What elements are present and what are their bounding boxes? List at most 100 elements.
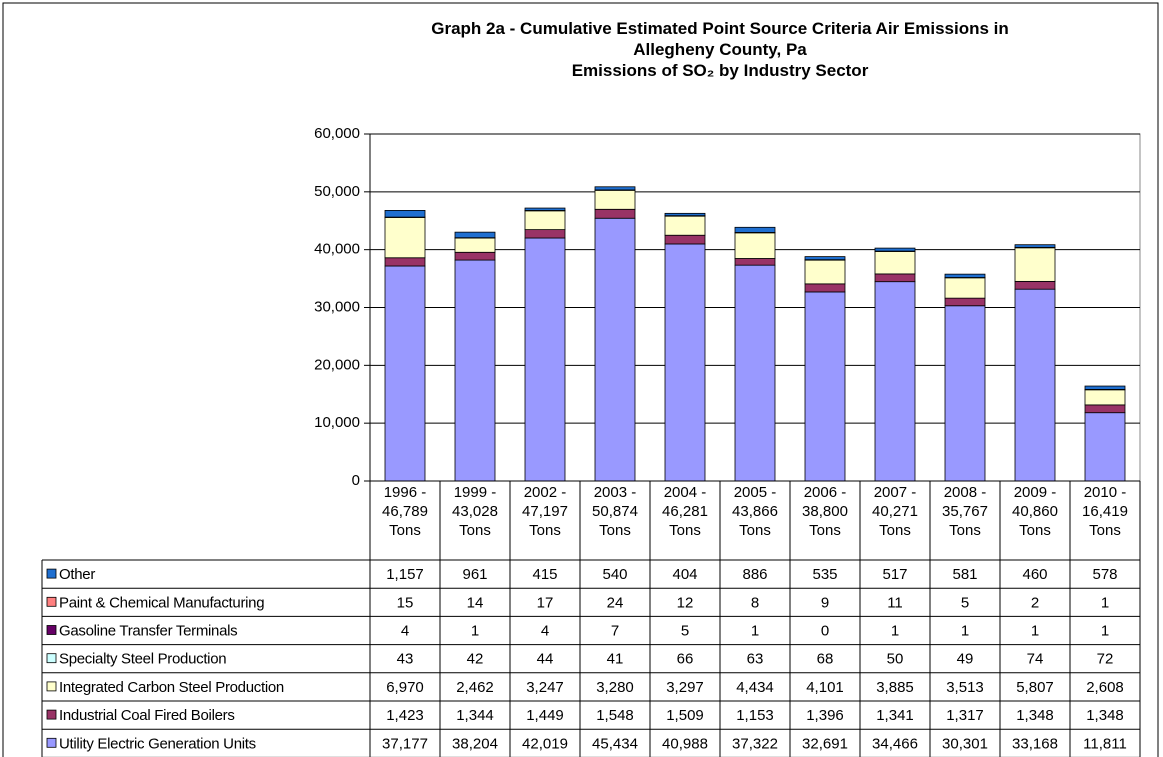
table-value: 517 — [882, 566, 907, 583]
legend-swatch — [46, 568, 57, 579]
table-value: 5,807 — [1016, 679, 1054, 696]
legend-label: Integrated Carbon Steel Production — [59, 679, 284, 696]
table-value: 4 — [401, 622, 409, 639]
table-value: 5 — [961, 594, 969, 611]
bar-segment — [1014, 244, 1056, 248]
legend-label: Gasoline Transfer Terminals — [59, 622, 237, 639]
bar-segment — [454, 237, 496, 253]
bar-segment — [664, 243, 706, 482]
table-value: 37,322 — [732, 735, 778, 752]
table-value: 37,177 — [382, 735, 428, 752]
bar-segment — [1014, 288, 1056, 482]
table-value: 1,344 — [456, 707, 494, 724]
table-value: 540 — [602, 566, 627, 583]
bar-segment — [384, 265, 426, 482]
table-value: 3,513 — [946, 679, 984, 696]
bar-segment — [944, 305, 986, 482]
table-value: 1,153 — [736, 707, 774, 724]
y-tick-label: 10,000 — [314, 414, 360, 431]
table-value: 1,449 — [526, 707, 564, 724]
table-value: 1 — [961, 622, 969, 639]
table-value: 1 — [1101, 622, 1109, 639]
table-value: 1 — [1031, 622, 1039, 639]
table-value: 1 — [1101, 594, 1109, 611]
table-value: 1,396 — [806, 707, 844, 724]
table-value: 41 — [607, 651, 624, 668]
table-value: 74 — [1027, 651, 1044, 668]
bar-segment — [524, 210, 566, 231]
legend-label: Paint & Chemical Manufacturing — [59, 594, 264, 611]
table-value: 2 — [1031, 594, 1039, 611]
table-value: 961 — [462, 566, 487, 583]
legend-swatch — [46, 625, 57, 635]
table-value: 11,811 — [1083, 735, 1127, 752]
bar-segment — [664, 212, 706, 217]
y-tick-label: 60,000 — [314, 125, 360, 142]
table-value: 3,885 — [876, 679, 914, 696]
table-value: 3,280 — [596, 679, 634, 696]
table-value: 43 — [397, 651, 414, 668]
table-value: 1 — [891, 622, 899, 639]
bar-segment — [804, 259, 846, 285]
table-value: 3,297 — [666, 679, 704, 696]
table-value: 33,168 — [1012, 735, 1058, 752]
bar-segment — [1084, 404, 1126, 414]
table-value: 1 — [471, 622, 479, 639]
bar-segment — [1014, 280, 1056, 290]
x-tick-label: 2008 - 35,767 Tons — [942, 484, 988, 539]
bar-segment — [944, 273, 986, 278]
table-value: 5 — [681, 622, 689, 639]
table-value: 1,157 — [386, 566, 424, 583]
table-value: 44 — [537, 651, 554, 668]
bar-segment — [874, 281, 916, 482]
bar-segment — [734, 258, 776, 266]
bar-segment — [874, 273, 916, 283]
bar-segment — [874, 247, 916, 252]
table-value: 404 — [672, 566, 697, 583]
table-value: 1,548 — [596, 707, 634, 724]
table-value: 12 — [677, 594, 694, 611]
x-tick-label: 2009 - 40,860 Tons — [1012, 484, 1058, 539]
bar-segment — [1084, 412, 1126, 482]
legend-swatch — [46, 596, 57, 607]
bar-segment — [804, 256, 846, 261]
table-value: 1,317 — [946, 707, 984, 724]
y-tick-label: 30,000 — [314, 298, 360, 315]
table-value: 14 — [467, 594, 484, 611]
table-value: 460 — [1022, 566, 1047, 583]
bar-segment — [804, 283, 846, 293]
table-value: 32,691 — [802, 735, 848, 752]
table-value: 578 — [1092, 566, 1117, 583]
table-value: 66 — [677, 651, 694, 668]
table-value: 42,019 — [522, 735, 568, 752]
legend-label: Industrial Coal Fired Boilers — [59, 707, 235, 724]
y-tick-label: 20,000 — [314, 356, 360, 373]
chart-title: Allegheny County, Pa — [633, 40, 807, 59]
table-value: 63 — [747, 651, 764, 668]
legend-label: Specialty Steel Production — [59, 651, 226, 668]
bar-segment — [944, 297, 986, 307]
table-value: 68 — [817, 651, 834, 668]
table-value: 1,341 — [876, 707, 914, 724]
table-value: 45,434 — [592, 735, 638, 752]
table-value: 1 — [751, 622, 759, 639]
bar-segment — [524, 237, 566, 482]
y-tick-label: 0 — [352, 472, 360, 489]
x-tick-label: 2004 - 46,281 Tons — [662, 484, 708, 539]
x-tick-label: 2003 - 50,874 Tons — [592, 484, 638, 539]
y-tick-label: 50,000 — [314, 183, 360, 200]
table-value: 3,247 — [526, 679, 564, 696]
bar-segment — [454, 251, 496, 261]
x-tick-label: 2010 - 16,419 Tons — [1082, 484, 1128, 539]
table-value: 9 — [821, 594, 829, 611]
table-value: 4,101 — [806, 679, 844, 696]
table-value: 1,423 — [386, 707, 424, 724]
table-value: 4 — [541, 622, 549, 639]
table-value: 24 — [607, 594, 624, 611]
bar-segment — [594, 186, 636, 191]
table-value: 0 — [821, 622, 829, 639]
table-value: 7 — [611, 622, 619, 639]
chart-title: Graph 2a - Cumulative Estimated Point So… — [431, 19, 1009, 38]
legend-swatch — [46, 681, 57, 692]
